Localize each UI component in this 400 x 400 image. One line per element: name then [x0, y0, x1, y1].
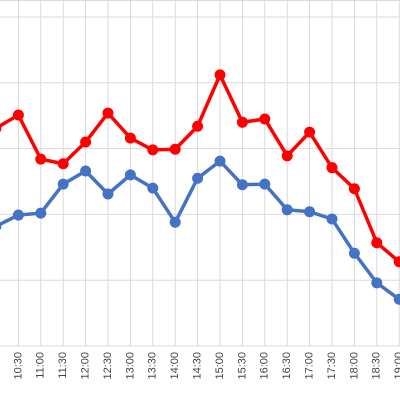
x-tick-label: 10:00 — [0, 352, 2, 380]
data-point — [192, 172, 204, 184]
data-point — [393, 293, 400, 305]
x-tick-label: 18:30 — [371, 352, 383, 380]
x-tick-label: 17:30 — [326, 352, 338, 380]
x-tick-label: 12:00 — [80, 352, 92, 380]
data-point — [57, 178, 69, 190]
data-point — [0, 222, 2, 231]
data-point — [169, 143, 181, 155]
data-point — [147, 144, 159, 156]
data-point — [348, 247, 360, 259]
x-tick-label: 16:30 — [281, 352, 293, 380]
x-tick-label: 10:30 — [12, 352, 24, 380]
x-tick-label: 18:00 — [348, 352, 360, 380]
data-point — [124, 169, 136, 181]
x-tick-label: 11:00 — [35, 352, 47, 379]
data-point — [371, 277, 383, 289]
data-point — [0, 124, 2, 132]
data-point — [12, 109, 24, 121]
data-point — [326, 162, 338, 174]
data-point — [192, 120, 204, 132]
data-point — [147, 182, 159, 194]
data-point — [35, 153, 47, 165]
x-tick-label: 14:30 — [192, 352, 204, 380]
data-point — [236, 179, 248, 191]
x-tick-label: 13:30 — [147, 352, 159, 380]
data-point — [214, 155, 226, 167]
data-point — [281, 150, 293, 162]
data-point — [393, 256, 400, 268]
x-tick-label: 19:00 — [393, 352, 400, 380]
x-tick-label: 15:00 — [214, 352, 226, 380]
data-point — [326, 213, 338, 225]
data-point — [102, 107, 114, 119]
data-point — [371, 237, 383, 249]
data-point — [259, 178, 271, 190]
data-point — [348, 183, 360, 195]
x-tick-label: 11:30 — [57, 352, 69, 379]
data-point — [12, 209, 24, 221]
x-tick-label: 15:30 — [236, 352, 248, 380]
x-tick-label: 14:00 — [169, 352, 181, 380]
data-point — [304, 206, 316, 218]
data-point — [80, 136, 92, 148]
data-point — [169, 216, 181, 228]
data-point — [102, 188, 114, 200]
data-point — [80, 165, 92, 177]
x-tick-label: 16:00 — [259, 352, 271, 380]
data-point — [35, 207, 47, 219]
data-point — [57, 158, 69, 170]
data-point — [124, 132, 136, 144]
data-point — [214, 69, 226, 81]
x-tick-label: 17:00 — [304, 352, 316, 380]
series-line — [0, 73, 400, 264]
x-tick-label: 13:00 — [124, 352, 136, 380]
data-point — [236, 116, 248, 128]
x-tick-label: 12:30 — [102, 352, 114, 380]
data-point — [259, 113, 271, 125]
data-point — [304, 126, 316, 138]
data-point — [281, 204, 293, 216]
